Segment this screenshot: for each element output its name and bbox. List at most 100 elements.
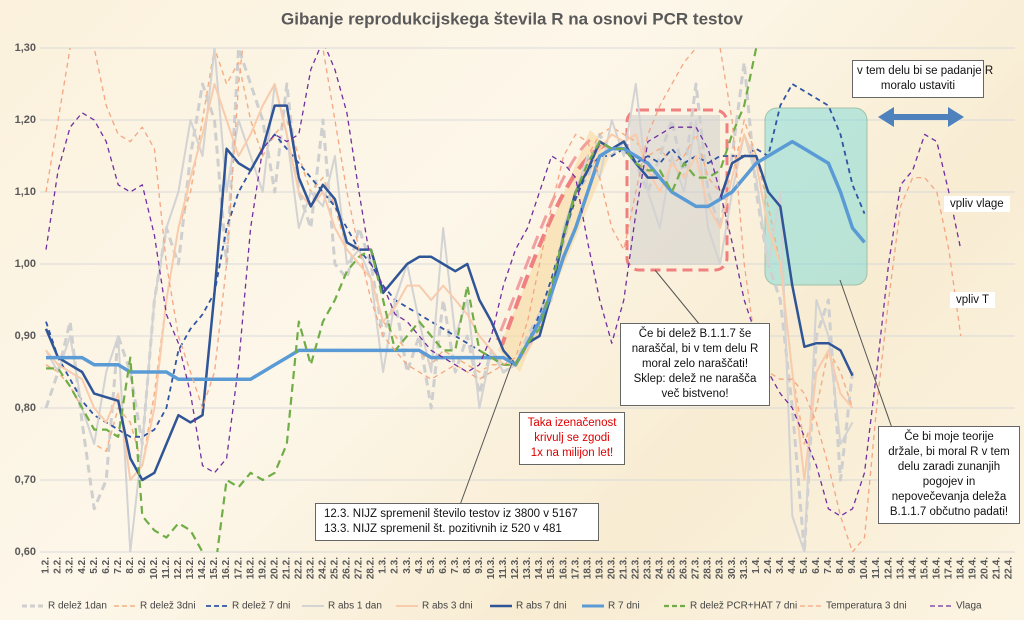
x-tick-label: 30.3.: [727, 557, 738, 579]
x-tick-label: 15.3.: [546, 557, 557, 579]
x-tick-label: 22.4.: [1004, 557, 1015, 579]
legend-label: Temperatura 3 dni: [826, 601, 907, 612]
x-tick-label: 16.2.: [221, 557, 232, 579]
legend-label: R abs 3 dni: [422, 601, 473, 612]
annotation: 12.3. NIJZ spremenil število testov iz 3…: [315, 503, 599, 541]
x-tick-label: 11.4.: [871, 557, 882, 579]
x-tick-label: 1.2.: [41, 557, 52, 574]
x-tick-label: 16.4.: [931, 557, 942, 579]
x-tick-label: 19.2.: [257, 557, 268, 579]
x-tick-label: 17.4.: [943, 557, 954, 579]
series-line: [44, 48, 854, 552]
x-tick-label: 22.2.: [293, 557, 304, 579]
series-line: [45, 48, 854, 467]
legend-label: R delež PCR+HAT 7 dni: [690, 601, 797, 612]
pointer-line: [839, 279, 893, 429]
x-tick-label: 2.2.: [53, 557, 64, 574]
x-tick-label: 4.2.: [77, 557, 88, 574]
x-tick-label: 8.4.: [835, 557, 846, 574]
x-tick-label: 10.3.: [486, 557, 497, 579]
chart-title: Gibanje reprodukcijskega števila R na os…: [281, 9, 744, 28]
x-tick-label: 12.3.: [510, 557, 521, 579]
series-line: [45, 48, 962, 552]
x-tick-label: 9.2.: [137, 557, 148, 574]
pointers: [459, 107, 964, 506]
x-tick-label: 28.2.: [366, 557, 377, 579]
x-tick-label: 6.4.: [811, 557, 822, 574]
x-tick-label: 26.2.: [342, 557, 353, 579]
x-tick-label: 1.3.: [378, 557, 389, 574]
legend-label: R 7 dni: [608, 601, 640, 612]
x-tick-label: 1.4.: [751, 557, 762, 574]
y-tick-label: 1,20: [15, 114, 36, 126]
annotation: Če bi moje teorije držale, bi moral R v t…: [878, 426, 1020, 524]
x-tick-label: 22.3.: [630, 557, 641, 579]
legend-label: R delež 3dni: [140, 601, 196, 612]
x-tick-label: 10.2.: [149, 557, 160, 579]
x-tick-label: 11.2.: [161, 557, 172, 579]
x-tick-label: 27.2.: [354, 557, 365, 579]
series-line: [45, 83, 854, 481]
x-tick-label: 18.2.: [245, 557, 256, 579]
red-dashed-curve: [500, 143, 606, 346]
legend-label: R abs 1 dan: [328, 601, 382, 612]
legend-label: R abs 7 dni: [516, 601, 567, 612]
arrow-head: [948, 107, 964, 127]
x-tick-label: 21.4.: [992, 557, 1003, 579]
red-dashed-box: [625, 108, 729, 272]
annotation: Če bi delež B.1.1.7 še naraščal, bi v tem…: [620, 323, 770, 406]
y-tick-label: 0,70: [15, 474, 36, 486]
x-tick-label: 2.3.: [390, 557, 401, 574]
x-tick-label: 28.3.: [703, 557, 714, 579]
x-tick-label: 19.3.: [594, 557, 605, 579]
x-tick-label: 23.2.: [305, 557, 316, 579]
x-tick-label: 5.4.: [799, 557, 810, 574]
x-tick-label: 18.3.: [582, 557, 593, 579]
x-tick-label: 18.4.: [955, 557, 966, 579]
x-tick-label: 20.3.: [606, 557, 617, 579]
cyan-box: [764, 107, 868, 286]
x-tick-label: 26.3.: [679, 557, 690, 579]
x-tick-label: 3.2.: [65, 557, 76, 574]
legend-label: R delež 7 dni: [232, 601, 290, 612]
x-tick-label: 15.4.: [919, 557, 930, 579]
x-tick-label: 5.3.: [426, 557, 437, 574]
x-tick-label: 19.4.: [968, 557, 979, 579]
x-tick-label: 31.3.: [739, 557, 750, 579]
x-tick-label: 20.4.: [980, 557, 991, 579]
x-tick-label: 2.4.: [763, 557, 774, 574]
x-tick-label: 17.2.: [233, 557, 244, 579]
x-tick-label: 15.2.: [209, 557, 220, 579]
x-tick-label: 21.2.: [281, 557, 292, 579]
x-tick-label: 13.4.: [895, 557, 906, 579]
x-tick-label: 8.2.: [125, 557, 136, 574]
annotation: vpliv vlage: [944, 196, 1010, 212]
x-tick-label: 7.3.: [450, 557, 461, 574]
series-line: [45, 48, 854, 552]
x-tick-label: 12.4.: [883, 557, 894, 579]
y-tick-label: 1,00: [15, 258, 36, 270]
annotation: Taka izenačenost krivulj se zgodi 1x na mi…: [519, 412, 625, 465]
x-tick-label: 21.3.: [618, 557, 629, 579]
x-tick-label: 13.2.: [185, 557, 196, 579]
x-tick-label: 3.4.: [775, 557, 786, 574]
x-tick-label: 14.4.: [907, 557, 918, 579]
legend-label: Vlaga: [956, 601, 982, 612]
x-tick-label: 3.3.: [402, 557, 413, 574]
x-tick-label: 17.3.: [570, 557, 581, 579]
red-dashed-curve: [495, 138, 591, 341]
arrow-head: [878, 107, 894, 127]
orange-band: [498, 130, 612, 372]
x-tick-label: 27.3.: [691, 557, 702, 579]
y-tick-label: 0,60: [15, 546, 36, 558]
y-tick-label: 1,10: [15, 186, 36, 198]
x-tick-label: 23.3.: [643, 557, 654, 579]
x-tick-label: 6.3.: [438, 557, 449, 574]
x-tick-label: 14.2.: [197, 557, 208, 579]
x-tick-label: 9.3.: [474, 557, 485, 574]
x-tick-label: 7.2.: [113, 557, 124, 574]
y-tick-label: 1,30: [15, 42, 36, 54]
